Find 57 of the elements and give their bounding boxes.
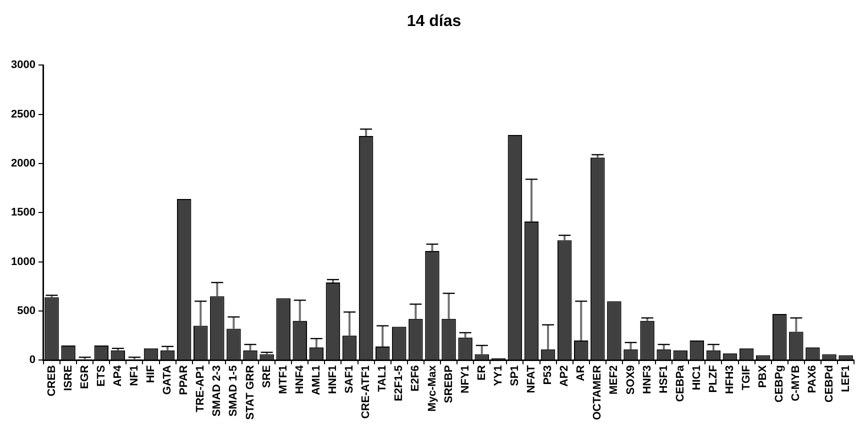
x-tick-label: AP4 (112, 364, 124, 387)
x-tick-label: ETS (95, 365, 108, 387)
x-tick-label: ISRE (62, 365, 74, 391)
x-tick-label: TAL1 (376, 365, 389, 392)
x-tick-label: GATA (162, 365, 174, 395)
y-tick-label: 0 (29, 354, 36, 366)
x-tick-label: SP1 (508, 365, 521, 386)
x-tick-label: NF1 (128, 365, 140, 386)
x-tick-label: CEBPa (674, 364, 686, 402)
x-tick-label: NFY1 (459, 365, 472, 394)
y-tick-label: 2500 (10, 108, 36, 120)
x-tick-label: AML1 (310, 365, 322, 396)
x-tick-label: MTF1 (277, 365, 290, 394)
x-tick-label: SAF1 (344, 365, 356, 394)
x-tick-label: ER (476, 365, 488, 380)
x-tick-label: CRE-ATF1 (360, 365, 372, 419)
x-tick-label: HIC1 (690, 365, 703, 390)
x-tick-label: SMAD 2-3 (211, 365, 224, 417)
x-tick-label: SRE (260, 365, 273, 388)
x-tick-label: CEBPd (823, 365, 836, 402)
y-tick-label: 1500 (10, 206, 36, 219)
x-tick-label: E2F1-5 (393, 365, 406, 402)
x-tick-label: CEBPg (774, 365, 786, 402)
x-tick-label: CREB (46, 365, 58, 396)
y-tick-label: 500 (17, 305, 36, 318)
x-tick-label: E2F6 (410, 365, 422, 392)
x-tick-label: PBX (757, 364, 770, 388)
x-tick-label: HNF4 (294, 364, 306, 394)
x-tick-label: SREBP (442, 365, 455, 404)
y-tick-label: 2000 (10, 158, 36, 170)
x-tick-label: TRE-AP1 (194, 365, 207, 412)
x-tick-label: STAT GRR (244, 365, 256, 420)
x-tick-label: PAX6 (806, 365, 819, 394)
x-tick-label: Myc-Max (426, 364, 438, 412)
x-tick-label: MEF2 (608, 365, 620, 395)
x-tick-label: HNF3 (641, 365, 654, 394)
y-tick-label: 3000 (10, 59, 36, 72)
x-tick-label: AP2 (558, 365, 571, 387)
x-tick-label: AR (575, 365, 588, 382)
x-tick-label: PPAR (178, 365, 190, 395)
x-tick-label: YY1 (492, 365, 504, 386)
y-tick-label: 1000 (10, 256, 36, 268)
x-tick-label: OCTAMER (592, 365, 604, 420)
x-tick-label: P53 (542, 365, 554, 385)
x-tick-label: EGR (78, 365, 91, 390)
x-tick-label: HFH3 (724, 365, 736, 394)
chart-title: 14 días (406, 13, 462, 30)
x-tick-label: HIF (145, 364, 158, 383)
x-tick-label: LEF1 (840, 365, 852, 392)
x-tick-label: C-MYB (790, 365, 802, 402)
x-tick-label: SMAD 1-5 (228, 365, 240, 417)
x-tick-label: NFAT (526, 364, 538, 394)
x-tick-label: SOX9 (624, 365, 637, 395)
x-tick-label: HNF1 (327, 365, 339, 394)
x-tick-label: HSF1 (658, 365, 670, 394)
x-tick-label: PLZF (707, 364, 720, 393)
x-tick-label: TGIF (740, 364, 753, 390)
